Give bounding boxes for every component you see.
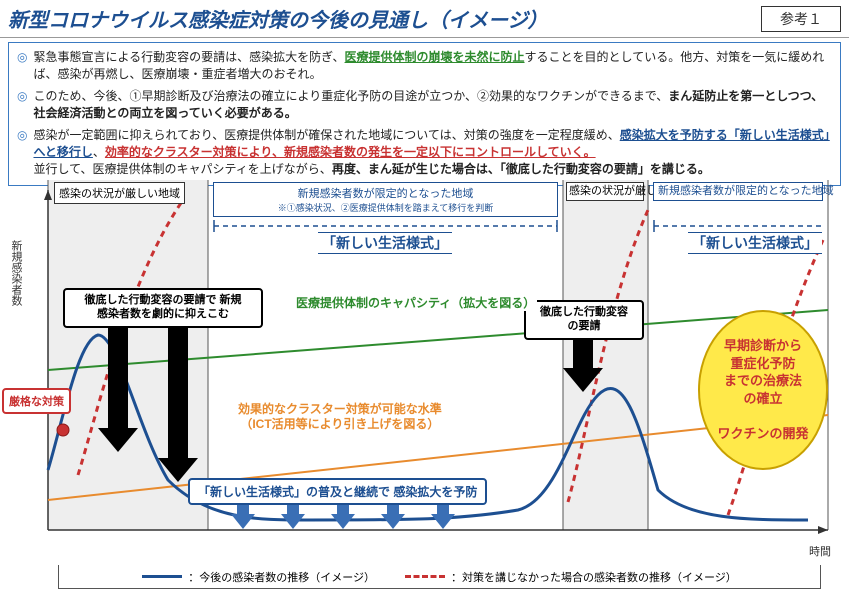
legend-solid-line-icon (142, 575, 182, 578)
legend-dash: ：対策を講じなかった場合の感染者数の推移（イメージ） (405, 569, 737, 585)
text: 早期診断から (724, 338, 802, 353)
text: までの治療法 (724, 373, 802, 388)
text: ワクチンの開発 (717, 426, 808, 441)
lifestyle-label-1: 「新しい生活様式」 (318, 232, 452, 254)
bullet-text: 緊急事態宣言による行動変容の要請は、感染拡大を防ぎ、医療提供体制の崩壊を未然に防… (33, 49, 832, 84)
region-label-1: 感染の状況が厳しい地域 (54, 182, 185, 204)
legend: ：今後の感染者数の推移（イメージ） ：対策を講じなかった場合の感染者数の推移（イ… (58, 565, 821, 589)
text: 効果的なクラスター対策が可能な水準 (238, 402, 442, 416)
bullet-icon: ◎ (17, 88, 27, 123)
text: 新規感染者数が限定的となった地域 (298, 188, 474, 200)
text: （ICT活用等により引き上げを図る） (240, 417, 439, 431)
text: の確立 (743, 391, 782, 406)
y-axis-label: 新規感染者数 (8, 240, 24, 306)
text-emph: 効率的なクラスター対策により、新規感染者数の発生を一定以下にコントロールしていく… (105, 145, 596, 159)
region-sub: ※①感染状況、②医療提供体制を踏まえて移行を判断 (218, 201, 553, 214)
green-capacity-label: 医療提供体制のキャパシティ（拡大を図る） (294, 294, 537, 311)
yellow-oval: 早期診断から 重症化予防 までの治療法 の確立 ワクチンの開発 (698, 310, 828, 470)
text: の要請 (568, 320, 601, 332)
lifestyle-label-2: 「新しい生活様式」 (688, 232, 822, 254)
text-emph: 再度、まん延が生じた場合は、「徹底した行動変容の要請」を講じる。 (332, 162, 710, 176)
reference-number: 参考１ (761, 6, 841, 32)
orange-cluster-label: 効果的なクラスター対策が可能な水準 （ICT活用等により引き上げを図る） (238, 402, 442, 432)
bullet-1: ◎ 緊急事態宣言による行動変容の要請は、感染拡大を防ぎ、医療提供体制の崩壊を未然… (17, 49, 832, 84)
callout-request: 徹底した行動変容 の要請 (524, 300, 644, 340)
text: 感染者数を劇的に抑えこむ (97, 308, 229, 320)
callout-strict: 厳格な対策 (2, 388, 71, 414)
bullet-2: ◎ このため、今後、①早期診断及び治療法の確立により重症化予防の目途が立つか、②… (17, 88, 832, 123)
header: 新型コロナウイルス感染症対策の今後の見通し（イメージ） 参考１ (0, 0, 849, 38)
yellow-text: 早期診断から 重症化予防 までの治療法 の確立 ワクチンの開発 (717, 337, 808, 442)
text: 、 (93, 145, 105, 159)
region-label-3: 感染の状況が厳しい地域 (566, 182, 644, 201)
region-label-4: 新規感染者数が限定的となった地域 (653, 182, 823, 201)
chart-area: 感染の状況が厳しい地域 新規感染者数が限定的となった地域 ※①感染状況、②医療提… (8, 180, 841, 589)
text: 徹底した行動変容 (540, 306, 628, 318)
bullet-text: 感染が一定範囲に抑えられており、医療提供体制が確保された地域については、対策の強… (33, 127, 832, 179)
text: 徹底した行動変容の要請で 新規 (84, 294, 241, 306)
region-label-2: 新規感染者数が限定的となった地域 ※①感染状況、②医療提供体制を踏まえて移行を判… (213, 182, 558, 217)
text-emph: 医療提供体制の崩壊を未然に防止 (345, 50, 525, 64)
bullet-icon: ◎ (17, 127, 27, 179)
text: 並行して、医療提供体制のキャパシティを上げながら、 (33, 162, 331, 176)
legend-dash-line-icon (405, 575, 445, 578)
floor-label: 「新しい生活様式」の普及と継続で 感染拡大を予防 (188, 478, 487, 505)
page-title: 新型コロナウイルス感染症対策の今後の見通し（イメージ） (8, 4, 548, 33)
callout-suppress: 徹底した行動変容の要請で 新規 感染者数を劇的に抑えこむ (63, 288, 263, 328)
legend-solid: ：今後の感染者数の推移（イメージ） (142, 569, 375, 585)
text: 緊急事態宣言による行動変容の要請は、感染拡大を防ぎ、 (33, 50, 344, 64)
bullet-text: このため、今後、①早期診断及び治療法の確立により重症化予防の目途が立つか、②効果… (33, 88, 832, 123)
text: このため、今後、①早期診断及び治療法の確立により重症化予防の目途が立つか、②効果… (33, 89, 668, 103)
text: 重症化予防 (730, 356, 795, 371)
summary-box: ◎ 緊急事態宣言による行動変容の要請は、感染拡大を防ぎ、医療提供体制の崩壊を未然… (8, 42, 841, 186)
legend-solid-label: ：今後の感染者数の推移（イメージ） (188, 569, 375, 585)
bullet-3: ◎ 感染が一定範囲に抑えられており、医療提供体制が確保された地域については、対策… (17, 127, 832, 179)
bullet-icon: ◎ (17, 49, 27, 84)
x-axis-label: 時間 (809, 543, 831, 559)
text: 新規感染者数が限定的となった地域 (658, 185, 834, 197)
text: 感染が一定範囲に抑えられており、医療提供体制が確保された地域については、対策の強… (33, 128, 619, 142)
legend-dash-label: ：対策を講じなかった場合の感染者数の推移（イメージ） (451, 569, 737, 585)
